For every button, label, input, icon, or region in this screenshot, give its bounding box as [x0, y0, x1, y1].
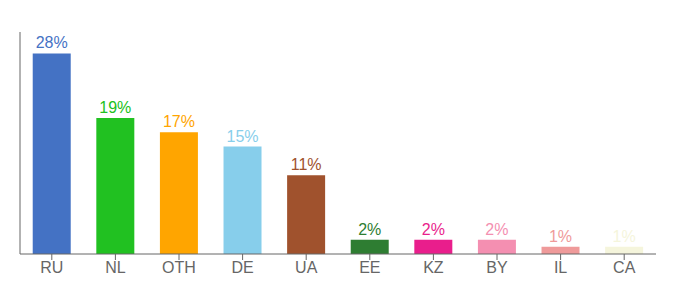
svg-text:IL: IL [554, 259, 567, 276]
svg-text:11%: 11% [291, 156, 322, 173]
svg-text:CA: CA [613, 259, 636, 276]
svg-text:NL: NL [105, 259, 126, 276]
svg-text:EE: EE [359, 259, 380, 276]
svg-text:2%: 2% [422, 221, 445, 238]
svg-text:BY: BY [486, 259, 508, 276]
svg-text:OTH: OTH [162, 259, 196, 276]
svg-text:2%: 2% [358, 221, 381, 238]
svg-text:15%: 15% [227, 128, 259, 145]
svg-text:KZ: KZ [423, 259, 444, 276]
svg-text:2%: 2% [485, 221, 508, 238]
svg-text:DE: DE [231, 259, 253, 276]
svg-text:17%: 17% [163, 113, 195, 130]
svg-text:1%: 1% [549, 228, 572, 245]
svg-text:UA: UA [295, 259, 318, 276]
svg-text:19%: 19% [99, 99, 131, 116]
svg-text:RU: RU [40, 259, 63, 276]
svg-text:1%: 1% [613, 228, 636, 245]
svg-text:28%: 28% [36, 34, 68, 51]
